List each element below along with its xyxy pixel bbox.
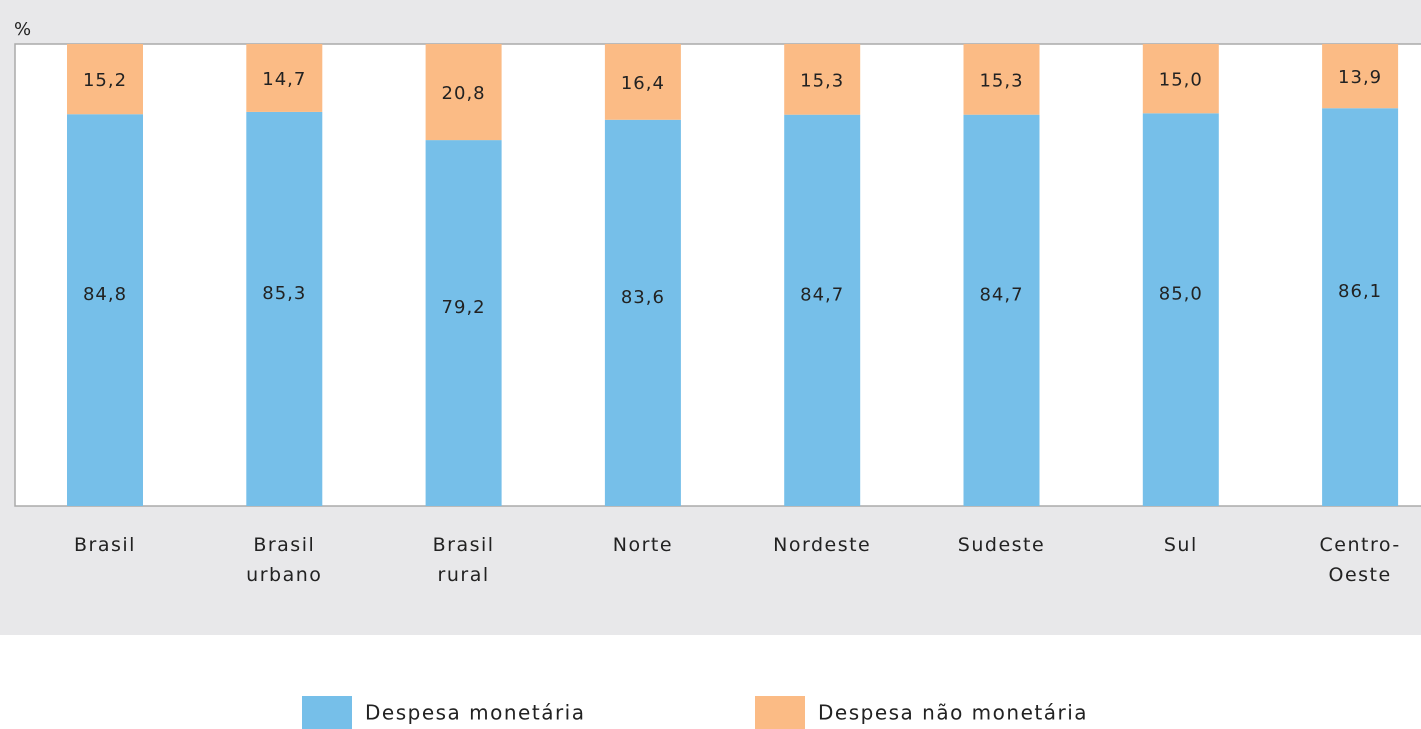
x-tick-label: Sul <box>1163 534 1198 556</box>
value-label: 85,0 <box>1159 284 1203 305</box>
bar-segment <box>67 44 143 115</box>
legend-label: Despesa não monetária <box>818 701 1088 725</box>
value-label: 15,3 <box>800 70 844 91</box>
value-label: 84,8 <box>83 284 127 305</box>
bar-segment <box>1142 113 1219 507</box>
value-label: 14,7 <box>262 69 306 90</box>
legend-label: Despesa monetária <box>365 701 586 725</box>
unit-label: % <box>14 19 32 40</box>
value-label: 20,8 <box>442 83 486 104</box>
bar-segment <box>67 114 143 506</box>
x-tick-label: Brasil <box>74 534 136 556</box>
x-tick-label: Nordeste <box>773 534 872 556</box>
value-label: 79,2 <box>442 297 486 318</box>
value-label: 16,4 <box>621 73 665 94</box>
x-tick-label: Sudeste <box>957 534 1046 556</box>
value-label: 15,0 <box>1159 70 1203 91</box>
bar-segment <box>604 44 681 120</box>
x-tick-label: Brasil urbano <box>246 534 323 586</box>
bar-segment <box>963 114 1040 506</box>
bar-segment <box>425 140 502 506</box>
bar-segment <box>1322 44 1399 109</box>
x-tick-label: Norte <box>612 534 674 556</box>
bar-segment <box>425 44 502 141</box>
value-label: 85,3 <box>262 283 306 304</box>
legend-swatch <box>755 696 805 729</box>
legend-swatch <box>302 696 352 729</box>
bar-segment <box>1322 108 1399 506</box>
bar-segment <box>784 114 861 506</box>
value-label: 86,1 <box>1338 281 1382 302</box>
bar-segment <box>1142 44 1219 114</box>
bar-segment <box>246 111 323 506</box>
bar-segment <box>784 44 861 115</box>
value-label: 13,9 <box>1338 67 1382 88</box>
bar-segment <box>963 44 1040 115</box>
x-tick-label: Centro-Oeste <box>1319 534 1401 586</box>
value-label: 84,7 <box>800 284 844 305</box>
value-label: 84,7 <box>979 284 1023 305</box>
bar-segment <box>246 44 323 112</box>
value-label: 83,6 <box>621 287 665 308</box>
bar-segment <box>604 119 681 506</box>
value-label: 15,2 <box>83 70 127 91</box>
value-label: 15,3 <box>979 70 1023 91</box>
x-tick-label: Brasil rural <box>432 534 495 586</box>
